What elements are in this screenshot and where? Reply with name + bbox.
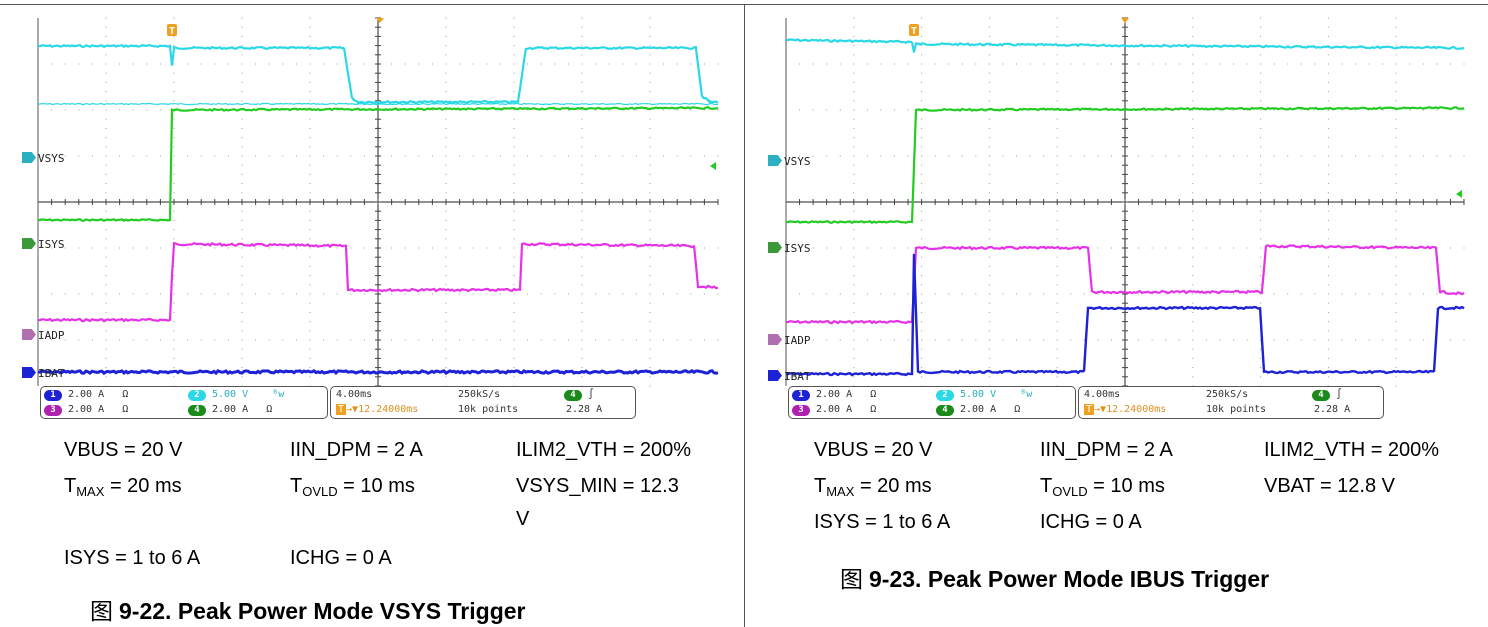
record-length: 10k points — [458, 404, 519, 415]
figure-9-22: T VSYS ISYS IADP IBAT 1 2.00 A Ω 2 5.00 V … — [22, 17, 719, 625]
ch2-vsys-trace — [785, 38, 1465, 53]
channel-label-iadp: IADP — [22, 329, 65, 342]
trigger-level: 2.28 A — [566, 404, 603, 415]
param-tmax: TMAX = 20 ms — [814, 475, 932, 499]
channel-2-badge — [22, 152, 36, 163]
ch1-ibat-trace — [37, 368, 719, 376]
ch2-scale: 2 5.00 V ᴮw — [936, 389, 1032, 401]
timebase: 4.00ms — [336, 389, 373, 400]
param-tovld: TOVLD = 10 ms — [1040, 475, 1165, 499]
channel-3-badge — [22, 329, 36, 340]
oscilloscope-screen: T — [785, 17, 1465, 387]
record-length: 10k points — [1206, 404, 1267, 415]
trigger-position-marker — [167, 24, 177, 36]
ch4-scale: 4 2.00 A Ω — [188, 404, 272, 416]
ch3-iadp-trace — [37, 241, 719, 323]
ch4-isys-trace — [37, 106, 719, 223]
channel-1-badge — [768, 370, 782, 381]
ch4-scale: 4 2.00 A Ω — [936, 404, 1020, 416]
scope-waveforms: T — [37, 17, 719, 387]
timebase-box — [1078, 386, 1384, 419]
trigger-level-indicator — [710, 162, 716, 170]
channel-label-ibat: IBAT — [768, 370, 811, 383]
trigger-marker-label: T — [169, 26, 175, 37]
channel-label-isys: ISYS — [22, 238, 65, 251]
channel-label-vsys: VSYS — [768, 155, 811, 168]
channel-scale-box — [40, 386, 328, 419]
horizontal-position-indicator — [376, 18, 384, 23]
param-vsys-min: VSYS_MIN = 12.3 — [516, 475, 679, 497]
ch1-scale: 1 2.00 A Ω — [792, 389, 876, 401]
param-ilim2-vth: ILIM2_VTH = 200% — [516, 439, 692, 461]
scope-waveforms: T — [785, 17, 1465, 387]
trigger-position: T →▼12.24000ms — [1084, 404, 1167, 415]
ch1-scale: 1 2.00 A Ω — [44, 389, 128, 401]
ch3-scale: 3 2.00 A Ω — [792, 404, 876, 416]
channel-scale-box — [788, 386, 1076, 419]
channel-1-badge — [22, 367, 36, 378]
param-tmax: TMAX = 20 ms — [64, 475, 182, 499]
ch4-isys-trace — [785, 106, 1465, 225]
channel-3-badge — [768, 334, 782, 345]
channel-4-badge — [768, 242, 782, 253]
timebase-box — [330, 386, 636, 419]
param-iin-dpm: IIN_DPM = 2 A — [1040, 439, 1173, 461]
ch2-scale: 2 5.00 V ᴮw — [188, 389, 284, 401]
trigger-position-marker — [909, 24, 919, 36]
figure-caption: 图 9-22. Peak Power Mode VSYS Trigger — [90, 598, 526, 625]
scope-status-bar: 1 2.00 A Ω 2 5.00 V ᴮw 3 2.00 A Ω 4 2.00 A Ω… — [38, 386, 718, 420]
param-vsys-min-unit: V — [516, 508, 530, 530]
param-isys: ISYS = 1 to 6 A — [814, 511, 951, 533]
horizontal-position-indicator — [1121, 18, 1129, 23]
trigger-level-indicator — [1456, 190, 1462, 198]
ch2-vsys-trace — [37, 43, 719, 105]
trigger-channel: 4 ∫ — [564, 389, 594, 401]
param-iin-dpm: IIN_DPM = 2 A — [290, 439, 423, 461]
param-ilim2-vth: ILIM2_VTH = 200% — [1264, 439, 1440, 461]
param-tovld: TOVLD = 10 ms — [290, 475, 415, 499]
column-divider — [744, 4, 745, 627]
figure-caption: 图 9-23. Peak Power Mode IBUS Trigger — [840, 566, 1270, 593]
param-isys: ISYS = 1 to 6 A — [64, 547, 201, 569]
sample-rate: 250kS/s — [458, 389, 501, 400]
param-ichg: ICHG = 0 A — [290, 547, 392, 569]
sample-rate: 250kS/s — [1206, 389, 1249, 400]
channel-2-badge — [768, 155, 782, 166]
trigger-position: T →▼12.24000ms — [336, 404, 419, 415]
channel-label-ibat: IBAT — [22, 367, 65, 380]
channel-label-vsys: VSYS — [22, 152, 65, 165]
timebase: 4.00ms — [1084, 389, 1121, 400]
scope-status-bar: 1 2.00 A Ω 2 5.00 V ᴮw 3 2.00 A Ω 4 2.00 A Ω… — [786, 386, 1464, 420]
ch2-vsys-lower-trace — [37, 102, 719, 106]
figure-9-23: T VSYS ISYS IADP IBAT 1 2.00 A Ω 2 5.00 V … — [744, 0, 1488, 627]
channel-label-isys: ISYS — [768, 242, 811, 255]
oscilloscope-screen: T — [37, 17, 719, 387]
param-vbus: VBUS = 20 V — [814, 439, 933, 461]
ch3-scale: 3 2.00 A Ω — [44, 404, 128, 416]
param-vbat: VBAT = 12.8 V — [1264, 475, 1396, 497]
param-ichg: ICHG = 0 A — [1040, 511, 1142, 533]
trigger-level: 2.28 A — [1314, 404, 1351, 415]
channel-label-iadp: IADP — [768, 334, 811, 347]
trigger-channel: 4 ∫ — [1312, 389, 1342, 401]
ch3-iadp-trace — [785, 244, 1465, 325]
trigger-marker-label: T — [911, 26, 917, 37]
ch1-ibat-trace — [785, 253, 1465, 377]
param-vbus: VBUS = 20 V — [64, 439, 183, 461]
channel-4-badge — [22, 238, 36, 249]
